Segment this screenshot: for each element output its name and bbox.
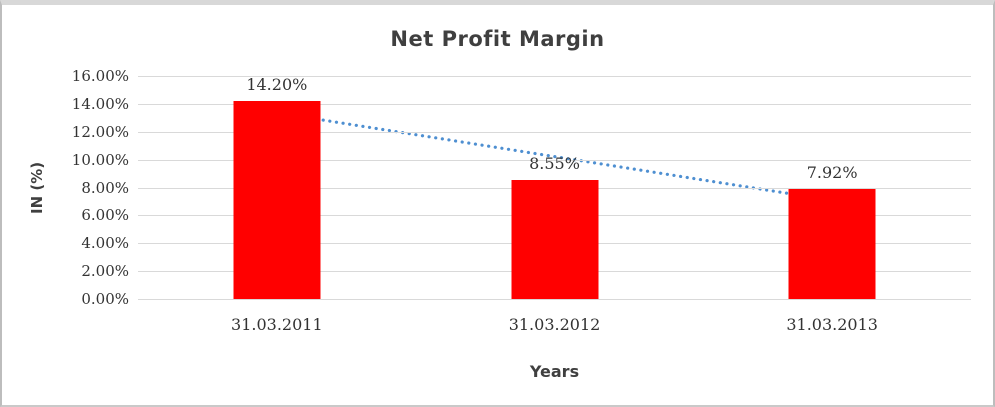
gridline — [138, 131, 971, 133]
y-tick-label: 2.00% — [81, 262, 129, 281]
y-tick-label: 0.00% — [81, 290, 129, 308]
bar-data-label: 14.20% — [246, 75, 308, 95]
bar-31.03.2011 — [233, 101, 321, 299]
y-tick-label: 8.00% — [81, 178, 129, 197]
y-tick-label: 10.00% — [71, 150, 129, 169]
x-tick-label: 31.03.2011 — [231, 315, 323, 334]
x-tick-label: 31.03.2013 — [786, 315, 878, 334]
gridline — [138, 299, 971, 300]
y-tick-label: 16.00% — [71, 67, 129, 85]
x-axis-title: Years — [529, 362, 580, 381]
x-axis-ticks: 31.03.2011 31.03.2012 31.03.2013 — [138, 315, 971, 339]
y-tick-label: 12.00% — [71, 122, 129, 141]
gridline — [138, 159, 971, 161]
gridline — [138, 103, 971, 105]
bar-data-label: 8.55% — [529, 153, 580, 173]
chart-title: Net Profit Margin — [390, 27, 605, 51]
y-tick-label: 6.00% — [81, 206, 129, 225]
y-tick-label: 14.00% — [71, 94, 129, 113]
gridline — [138, 76, 971, 77]
plot-area: 14.20% 8.55% 7.92% — [138, 75, 971, 300]
x-tick-label: 31.03.2012 — [508, 315, 601, 334]
bar-31.03.2012 — [511, 179, 598, 299]
y-tick-label: 4.00% — [81, 234, 129, 253]
bar-data-label: 7.92% — [806, 162, 858, 182]
trendline — [275, 111, 834, 202]
trendline-layer — [275, 111, 834, 202]
bar-31.03.2013 — [788, 188, 876, 299]
